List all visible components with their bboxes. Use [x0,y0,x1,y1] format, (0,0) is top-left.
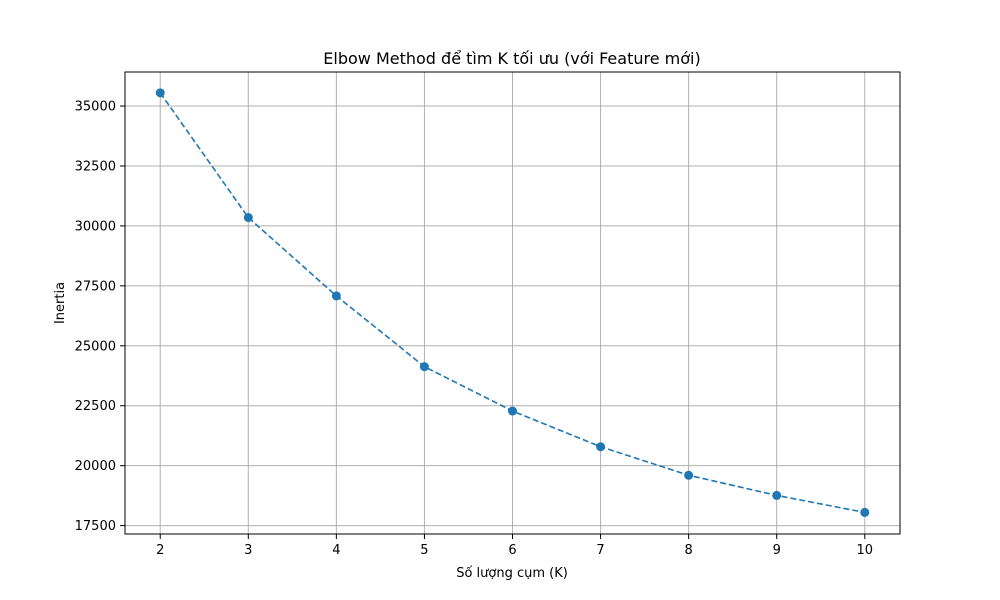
series-layer [155,88,870,517]
data-point [243,213,253,223]
x-tick-label: 10 [856,543,873,558]
tick-layer: 2 3 4 5 6 7 8 9 10 17500 20000 22500 25000 27500 30000… [75,100,873,558]
x-tick-label: 6 [508,543,516,558]
x-tick-label: 2 [156,543,164,558]
y-tick-label: 22500 [75,399,116,414]
x-tick-label: 5 [420,543,428,558]
x-tick-label: 3 [244,543,252,558]
y-tick-label: 20000 [75,459,116,474]
x-axis-label: Số lượng cụm (K) [456,566,568,581]
data-point [860,507,870,517]
x-tick-label: 4 [332,543,340,558]
x-tick-label: 9 [773,543,781,558]
x-tick-label: 7 [596,543,604,558]
x-tick-label: 8 [684,543,692,558]
data-point [331,291,341,301]
chart-title: Elbow Method để tìm K tối ưu (với Featur… [323,49,700,68]
y-tick-label: 35000 [75,100,116,115]
data-point [684,470,694,480]
y-tick-label: 17500 [75,519,116,534]
data-point [155,88,165,98]
data-point [508,406,517,416]
y-tick-label: 27500 [75,279,116,294]
grid-lines [125,72,900,534]
y-tick-label: 30000 [75,219,116,234]
y-axis-label: Inertia [53,282,68,324]
data-point [596,442,606,452]
y-tick-label: 25000 [75,339,116,354]
data-point [419,362,429,372]
y-tick-label: 32500 [75,159,116,174]
data-point [772,490,782,500]
